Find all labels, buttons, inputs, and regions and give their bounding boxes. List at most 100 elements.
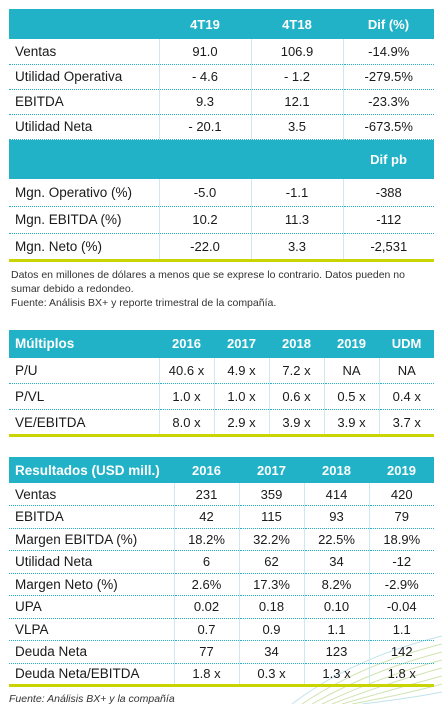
multiples-header-row: Múltiplos 2016 2017 2018 2019 UDM: [9, 329, 434, 358]
margin-row: Mgn. Neto (%) -22.0 3.3 -2,531: [9, 233, 434, 262]
multiples-cell: 4.9 x: [213, 357, 269, 384]
quarterly-cell: 12.1: [250, 89, 343, 115]
results-header-2017: 2017: [239, 457, 304, 483]
results-cell: 1.3 x: [303, 663, 369, 687]
margin-cell: 10.2: [158, 206, 251, 234]
results-cell: -0.04: [368, 595, 434, 619]
results-row: Utilidad Neta 6 62 34 -12: [9, 550, 434, 574]
quarterly-header-row: 4T19 4T18 Dif (%): [9, 9, 434, 39]
results-cell: 420: [368, 483, 434, 506]
results-row: EBITDA 42 115 93 79: [9, 505, 434, 529]
results-row-label: UPA: [9, 595, 174, 619]
results-row-label: EBITDA: [9, 505, 174, 529]
quarterly-row: Ventas 91.0 106.9 -14.9%: [9, 39, 434, 65]
multiples-cell: 40.6 x: [158, 357, 214, 384]
multiples-cell: 0.5 x: [323, 383, 379, 410]
multiples-cell: 1.0 x: [213, 383, 269, 410]
results-cell: 1.8 x: [368, 663, 434, 687]
multiples-row: VE/EBITDA 8.0 x 2.9 x 3.9 x 3.9 x 3.7 x: [9, 409, 434, 437]
quarterly-header-label: [9, 9, 159, 39]
multiples-table: Múltiplos 2016 2017 2018 2019 UDM P/U 40.…: [9, 329, 434, 437]
results-row: UPA 0.02 0.18 0.10 -0.04: [9, 595, 434, 619]
multiples-cell: 3.9 x: [268, 409, 324, 437]
quarterly-cell: 9.3: [158, 89, 251, 115]
results-row-label: Margen EBITDA (%): [9, 528, 174, 551]
quarterly-cell: 91.0: [158, 39, 251, 65]
quarterly-table: 4T19 4T18 Dif (%) Ventas 91.0 106.9 -14.9% U…: [9, 9, 434, 262]
results-cell: 1.1: [368, 618, 434, 641]
results-cell: 0.3 x: [238, 663, 304, 687]
results-cell: 414: [303, 483, 369, 506]
quarterly-cell: - 4.6: [158, 64, 251, 90]
results-cell: 42: [173, 505, 239, 529]
multiples-cell: 8.0 x: [158, 409, 214, 437]
results-cell: 231: [173, 483, 239, 506]
multiples-header-2017: 2017: [214, 329, 269, 358]
quarterly-cell: - 1.2: [250, 64, 343, 90]
results-row-label: Deuda Neta/EBITDA: [9, 663, 174, 687]
results-cell: 18.2%: [173, 528, 239, 551]
results-row: VLPA 0.7 0.9 1.1 1.1: [9, 618, 434, 641]
quarterly-header-4t18: 4T18: [251, 9, 343, 39]
multiples-header-2018: 2018: [269, 329, 324, 358]
results-cell: 34: [238, 640, 304, 664]
multiples-header-udm: UDM: [379, 329, 434, 358]
multiples-row-label: P/VL: [9, 383, 159, 410]
results-cell: 142: [368, 640, 434, 664]
results-cell: 93: [303, 505, 369, 529]
multiples-cell: NA: [323, 357, 379, 384]
margin-header-dif-pb: Dif pb: [343, 139, 434, 179]
margin-row-label: Mgn. Neto (%): [9, 233, 159, 262]
results-cell: 32.2%: [238, 528, 304, 551]
multiples-header-2016: 2016: [159, 329, 214, 358]
multiples-cell: 0.6 x: [268, 383, 324, 410]
results-row: Deuda Neta/EBITDA 1.8 x 0.3 x 1.3 x 1.8 x: [9, 663, 434, 687]
results-header-row: Resultados (USD mill.) 2016 2017 2018 20…: [9, 457, 434, 483]
results-cell: 2.6%: [173, 573, 239, 596]
quarterly-cell: -23.3%: [342, 89, 434, 115]
notes-text: Datos en millones de dólares a menos que…: [11, 268, 405, 295]
results-row-label: Ventas: [9, 483, 174, 506]
results-cell: 0.18: [238, 595, 304, 619]
multiples-cell: 1.0 x: [158, 383, 214, 410]
results-cell: 0.9: [238, 618, 304, 641]
quarterly-cell: - 20.1: [158, 114, 251, 140]
quarterly-cell: 106.9: [250, 39, 343, 65]
results-table: Resultados (USD mill.) 2016 2017 2018 20…: [9, 457, 434, 687]
results-header-2018: 2018: [304, 457, 369, 483]
quarterly-row: Utilidad Neta - 20.1 3.5 -673.5%: [9, 114, 434, 140]
financial-summary: 4T19 4T18 Dif (%) Ventas 91.0 106.9 -14.9% U…: [9, 9, 434, 705]
multiples-row: P/U 40.6 x 4.9 x 7.2 x NA NA: [9, 357, 434, 384]
multiples-row-label: P/U: [9, 357, 159, 384]
multiples-row: P/VL 1.0 x 1.0 x 0.6 x 0.5 x 0.4 x: [9, 383, 434, 410]
notes-source: Fuente: Análisis BX+ y reporte trimestra…: [11, 296, 277, 309]
margin-cell: -22.0: [158, 233, 251, 262]
multiples-cell: 7.2 x: [268, 357, 324, 384]
multiples-row-label: VE/EBITDA: [9, 409, 159, 437]
multiples-header-2019: 2019: [324, 329, 379, 358]
quarterly-row-label: Utilidad Operativa: [9, 64, 159, 90]
multiples-cell: NA: [378, 357, 434, 384]
results-row-label: Margen Neto (%): [9, 573, 174, 596]
results-row-label: VLPA: [9, 618, 174, 641]
quarterly-row-label: Ventas: [9, 39, 159, 65]
results-row: Margen Neto (%) 2.6% 17.3% 8.2% -2.9%: [9, 573, 434, 596]
results-cell: 359: [238, 483, 304, 506]
results-row-label: Utilidad Neta: [9, 550, 174, 574]
margin-cell: -1.1: [250, 179, 343, 207]
multiples-cell: 0.4 x: [378, 383, 434, 410]
quarterly-row-label: Utilidad Neta: [9, 114, 159, 140]
quarterly-cell: -279.5%: [342, 64, 434, 90]
results-row: Ventas 231 359 414 420: [9, 483, 434, 506]
results-header-2019: 2019: [369, 457, 434, 483]
results-cell: 1.8 x: [173, 663, 239, 687]
margin-header-row: Dif pb: [9, 139, 434, 179]
results-cell: 6: [173, 550, 239, 574]
margin-cell: -2,531: [342, 233, 434, 262]
results-cell: 17.3%: [238, 573, 304, 596]
results-cell: 62: [238, 550, 304, 574]
multiples-header-label: Múltiplos: [9, 329, 159, 358]
results-cell: 115: [238, 505, 304, 529]
results-cell: 1.1: [303, 618, 369, 641]
results-cell: 34: [303, 550, 369, 574]
